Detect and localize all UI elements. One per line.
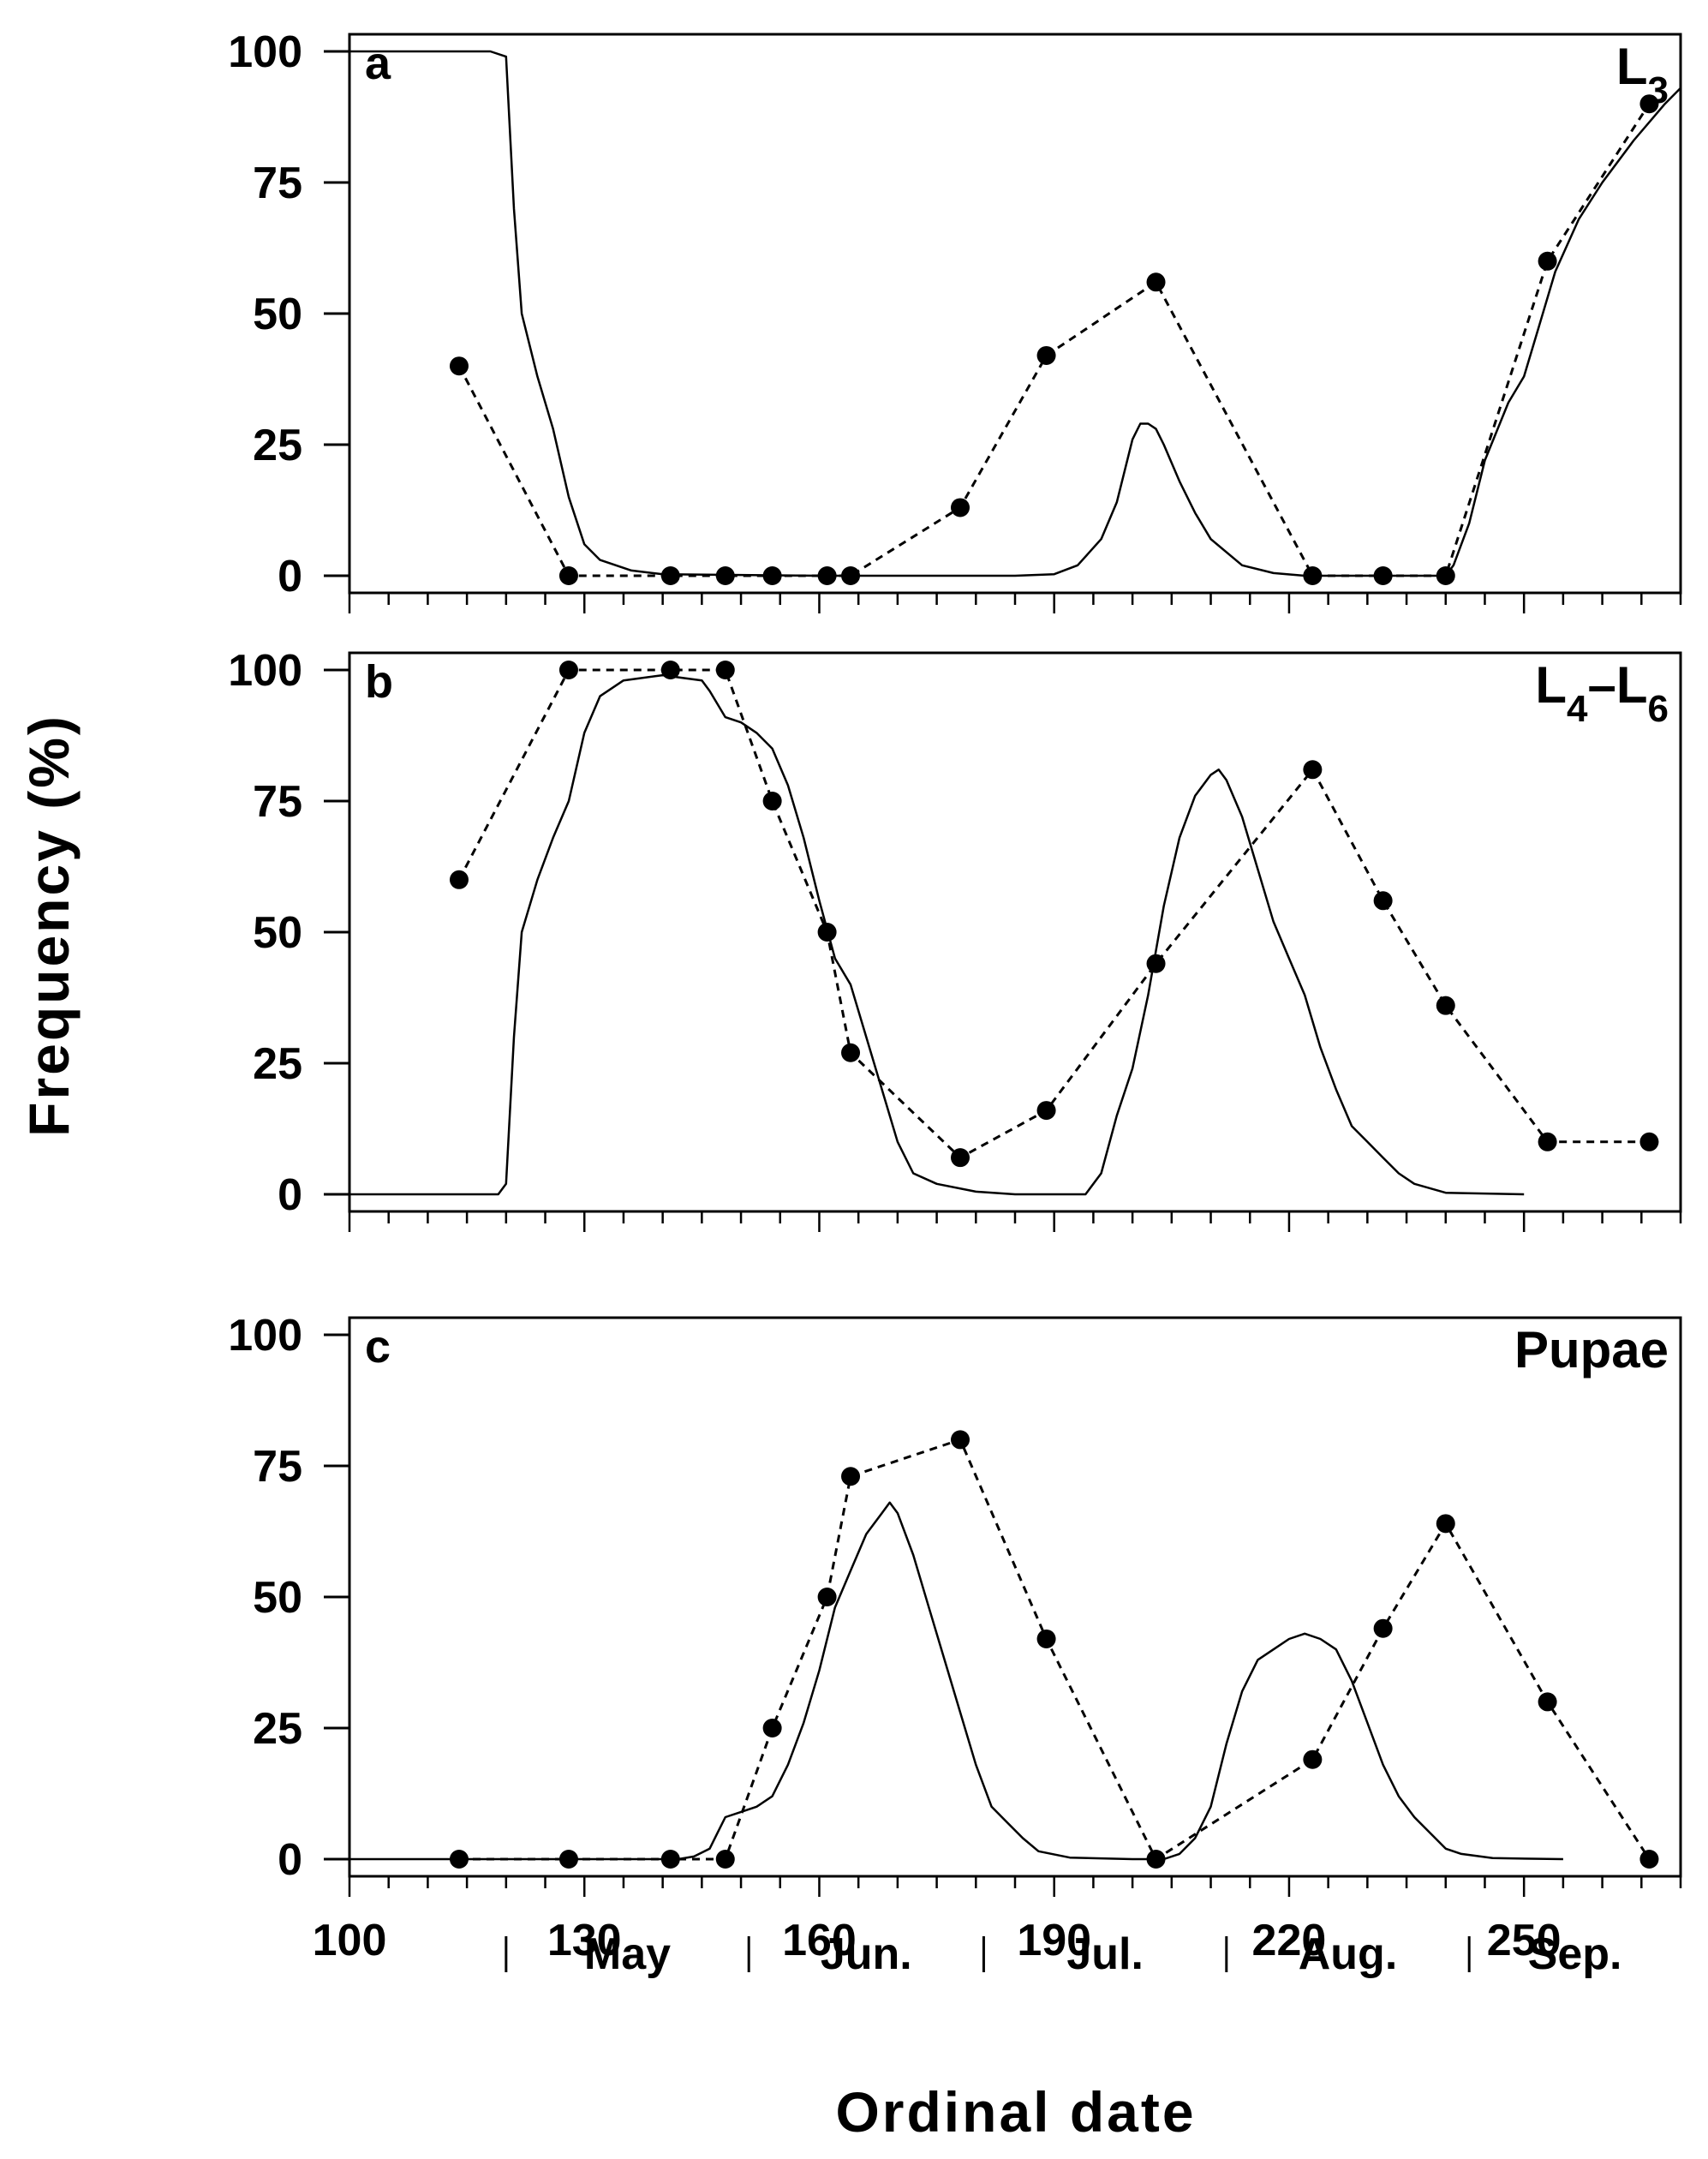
observed-point xyxy=(1436,1514,1455,1534)
y-tick-label: 100 xyxy=(228,27,302,77)
observed-point xyxy=(1436,996,1455,1015)
model-line xyxy=(349,1501,1563,1861)
y-tick-label: 50 xyxy=(253,290,302,339)
model-line xyxy=(349,50,1681,577)
y-tick-label: 50 xyxy=(253,1573,302,1623)
observed-point xyxy=(817,923,837,942)
observed-point xyxy=(660,1850,680,1869)
observed-point xyxy=(449,356,469,376)
observed-point xyxy=(1036,1101,1056,1121)
observed-point xyxy=(951,1148,970,1168)
panel-b: 0 25 50 75 100 b L4–L6 xyxy=(228,646,1682,1232)
observed-point xyxy=(1146,1850,1166,1869)
panel-frame xyxy=(348,33,1682,595)
observed-point xyxy=(558,566,578,585)
panel-letter: a xyxy=(365,38,391,89)
stage-label-text: Pupae xyxy=(1514,1321,1669,1379)
observed-point xyxy=(715,661,735,679)
y-tick-label: 0 xyxy=(278,1170,302,1220)
observed-point xyxy=(841,1043,861,1062)
y-tick-label: 25 xyxy=(253,421,302,470)
month-axis: May Jun. Jul. Aug. Sep. xyxy=(505,1929,1622,1979)
x-tick-label: 100 xyxy=(313,1916,387,1965)
x-axis-title: Ordinal date xyxy=(835,2080,1196,2144)
observed-point xyxy=(558,1850,578,1869)
y-tick-label: 100 xyxy=(228,1311,302,1361)
y-tick-label: 75 xyxy=(253,777,302,827)
stage-label-subscript: 6 xyxy=(1648,688,1669,730)
observed-point xyxy=(1538,251,1557,271)
observed-point xyxy=(841,1467,861,1486)
observed-point xyxy=(660,566,680,585)
x-tick-label: 130 xyxy=(547,1916,622,1965)
panel-frame xyxy=(348,651,1682,1213)
observed-point xyxy=(817,1588,837,1606)
observed-line xyxy=(457,103,1651,577)
observed-line xyxy=(457,668,1650,1160)
y-tick-label: 0 xyxy=(278,552,302,601)
observed-point xyxy=(1373,566,1393,585)
month-label: May xyxy=(584,1929,671,1979)
panel-c: 0 25 50 75 100 100 130 160 190 220 250 c Pupae xyxy=(228,1311,1682,1965)
observed-point xyxy=(449,1850,469,1869)
y-tick-label: 100 xyxy=(228,646,302,696)
y-tick-label: 25 xyxy=(253,1039,302,1089)
observed-point xyxy=(449,870,469,889)
observed-point xyxy=(1436,566,1455,585)
observed-point xyxy=(951,498,970,517)
observed-point xyxy=(951,1430,970,1450)
model-line xyxy=(349,673,1525,1196)
y-tick-label: 75 xyxy=(253,1442,302,1492)
stage-label-text: L xyxy=(1616,38,1648,95)
y-tick-label: 50 xyxy=(253,908,302,958)
x-tick-label: 160 xyxy=(782,1916,857,1965)
observed-point xyxy=(660,661,680,679)
observed-point xyxy=(1373,891,1393,911)
month-label: Jun. xyxy=(821,1929,912,1979)
observed-point xyxy=(817,566,837,585)
observed-point xyxy=(558,661,578,679)
observed-point xyxy=(1639,94,1659,114)
month-label: Jul. xyxy=(1066,1929,1144,1979)
observed-point xyxy=(762,566,782,585)
observed-point xyxy=(1303,566,1323,585)
panel-letter: c xyxy=(365,1321,391,1373)
y-tick-label: 75 xyxy=(253,158,302,208)
month-label: Aug. xyxy=(1299,1929,1398,1979)
x-tick-label: 220 xyxy=(1252,1916,1327,1965)
observed-point xyxy=(1373,1618,1393,1638)
observed-point xyxy=(1639,1132,1659,1151)
y-tick-label: 25 xyxy=(253,1704,302,1754)
stage-label: L4–L6 xyxy=(1535,656,1669,730)
observed-point xyxy=(715,566,735,585)
y-axis-title: Frequency (%) xyxy=(17,714,81,1137)
x-tick-label: 190 xyxy=(1017,1916,1091,1965)
stage-label-subscript: 4 xyxy=(1567,688,1588,730)
x-tick-label: 250 xyxy=(1487,1916,1562,1965)
stage-label: Pupae xyxy=(1514,1321,1669,1379)
observed-point xyxy=(1146,272,1166,292)
observed-point xyxy=(1639,1850,1659,1869)
observed-point xyxy=(762,792,782,810)
observed-line xyxy=(459,1438,1651,1862)
observed-point xyxy=(1146,954,1166,973)
panel-letter: b xyxy=(365,656,393,708)
stage-label-text: –L xyxy=(1587,656,1647,714)
y-tick-label: 0 xyxy=(278,1835,302,1885)
observed-point xyxy=(1538,1692,1557,1712)
panel-frame xyxy=(348,1316,1682,1878)
month-label: Sep. xyxy=(1528,1929,1622,1979)
observed-point xyxy=(762,1719,782,1737)
observed-point xyxy=(715,1850,735,1869)
stage-label-text: L xyxy=(1535,656,1567,714)
observed-point xyxy=(1036,345,1056,365)
observed-point xyxy=(1538,1132,1557,1151)
observed-point xyxy=(841,566,861,585)
observed-point xyxy=(1303,760,1323,780)
observed-point xyxy=(1303,1749,1323,1769)
observed-point xyxy=(1036,1629,1056,1648)
